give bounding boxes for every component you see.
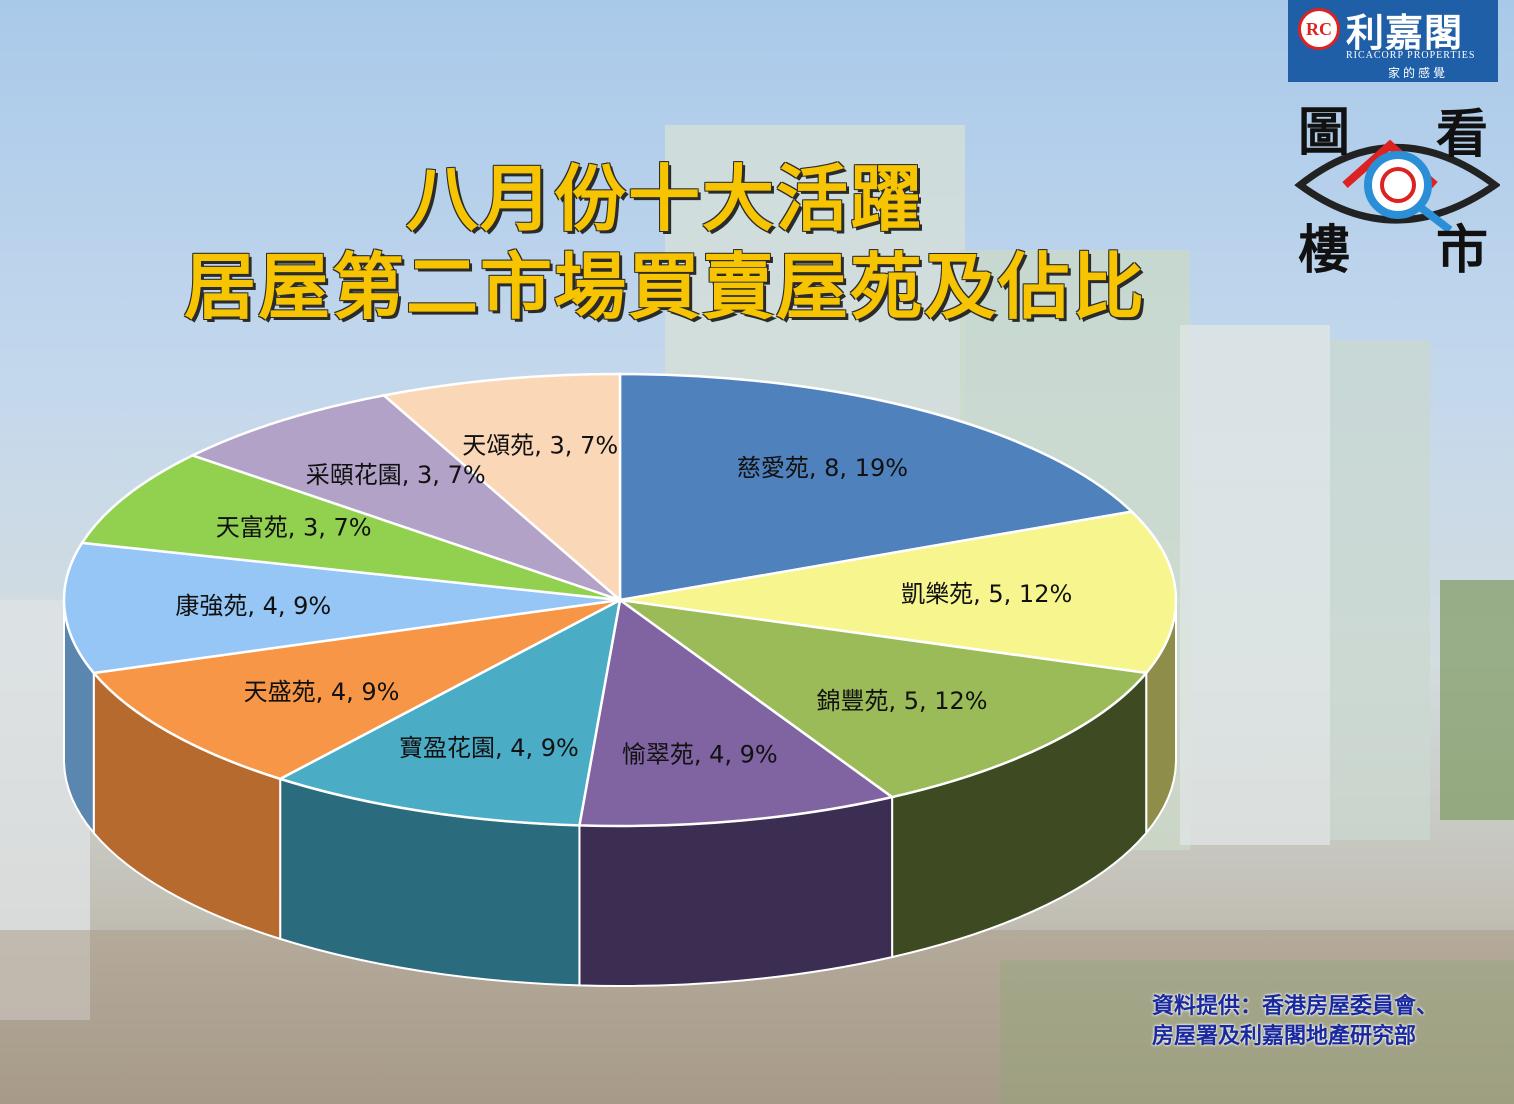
logo-name-en: RICACORP PROPERTIES <box>1346 50 1476 61</box>
data-label-7: 天富苑, 3, 7% <box>216 514 372 542</box>
ricacorp-logo: RC 利嘉閣 RICACORP PROPERTIES 家的感覺 <box>1288 0 1498 82</box>
chart-title-line2: 居屋第二市場買賣屋苑及佔比 <box>183 245 1146 329</box>
data-label-3: 愉翠苑, 4, 9% <box>622 740 778 768</box>
pie-slice-0 <box>618 372 1135 602</box>
data-label-2: 錦豐苑, 5, 12% <box>816 687 987 715</box>
logo-name-cn: 利嘉閣 <box>1346 10 1464 55</box>
data-label-6: 康強苑, 4, 9% <box>175 592 331 620</box>
pie-slice-7 <box>79 454 621 602</box>
badge-char-3: 樓 <box>1298 220 1351 281</box>
pie-slice-9 <box>381 372 622 603</box>
pie-slice-8 <box>189 394 621 602</box>
badge-char-1: 圖 <box>1298 102 1351 163</box>
logo-slogan: 家的感覺 <box>1388 66 1449 80</box>
data-label-1: 凱樂苑, 5, 12% <box>901 580 1072 608</box>
data-label-8: 采頤花園, 3, 7% <box>306 461 486 489</box>
pie-slice-6 <box>62 541 621 675</box>
pie-slice-4 <box>276 597 622 827</box>
badge-char-2: 看 <box>1436 104 1489 165</box>
data-label-0: 慈愛苑, 8, 19% <box>737 454 908 482</box>
pie-labels: 慈愛苑, 8, 19% 凱樂苑, 5, 12% 錦豐苑, 5, 12% 愉翠苑, 4,… <box>175 432 1072 769</box>
pie-slice-3 <box>577 597 896 828</box>
eye-badge: 圖 看 樓 市 <box>1290 90 1501 281</box>
data-source-note: 資料提供：香港房屋委員會、 房屋署及利嘉閣地產研究部 <box>1152 992 1438 1052</box>
data-label-9: 天頌苑, 3, 7% <box>462 432 618 460</box>
pie-slices <box>62 372 1178 828</box>
data-label-4: 寶盈花園, 4, 9% <box>399 734 579 762</box>
source-line2: 房屋署及利嘉閣地產研究部 <box>1152 1024 1417 1049</box>
pie-slice-2 <box>619 598 1149 799</box>
pie-slice-1 <box>619 510 1178 675</box>
pie-sides <box>63 599 1177 987</box>
eye-icon <box>1294 139 1501 234</box>
data-label-5: 天盛苑, 4, 9% <box>244 678 400 706</box>
chart-title-line1: 八月份十大活躍 <box>405 157 924 241</box>
pie-slice-5 <box>91 598 621 781</box>
badge-char-4: 市 <box>1436 220 1489 281</box>
source-line1: 資料提供：香港房屋委員會、 <box>1152 994 1439 1019</box>
rc-logo-icon: RC <box>1298 8 1340 50</box>
